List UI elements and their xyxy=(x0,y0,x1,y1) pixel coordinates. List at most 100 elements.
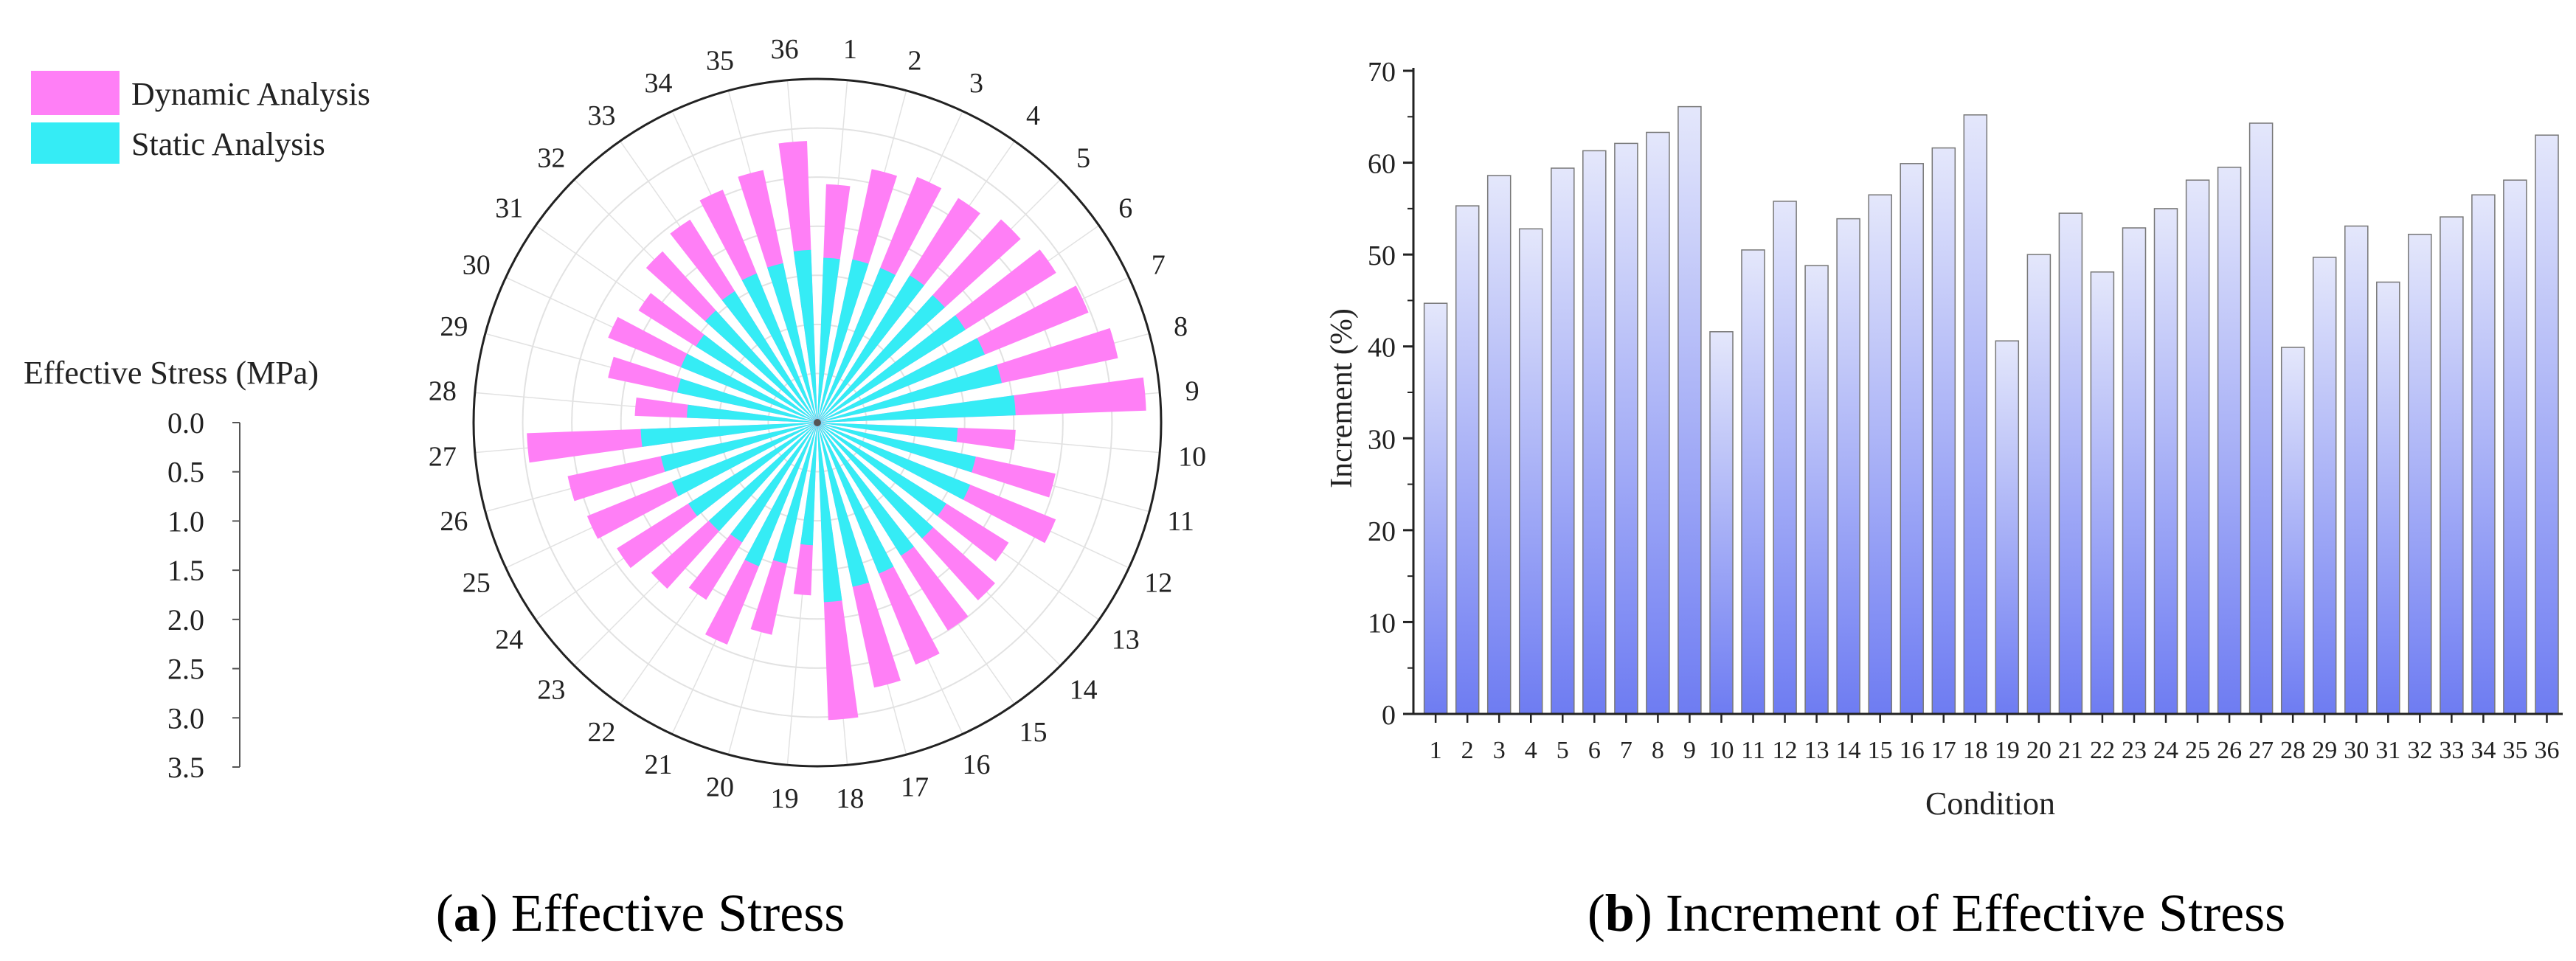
x-tick-label: 29 xyxy=(2312,737,2337,764)
radial-scale-tick-label: 0.0 xyxy=(167,406,204,440)
x-tick-label: 20 xyxy=(2026,737,2052,764)
increment-bar xyxy=(1551,167,1575,715)
polar-category-label: 16 xyxy=(963,749,991,780)
polar-category-label: 27 xyxy=(429,441,457,472)
polar-category-label: 18 xyxy=(836,783,864,814)
polar-bar-static xyxy=(640,423,817,447)
y-tick-label: 10 xyxy=(1368,608,1396,639)
increment-bar xyxy=(1741,249,1765,715)
polar-category-label: 32 xyxy=(537,142,565,173)
polar-category-label: 19 xyxy=(771,783,799,814)
radial-scale: Effective Stress (MPa) 0.0 0.5 1.0 1.5 2.0 2.… xyxy=(24,355,319,784)
increment-bar xyxy=(1995,340,2020,715)
polar-bar-static xyxy=(817,364,1002,423)
polar-grid-ring xyxy=(620,225,1015,620)
polar-bar-static xyxy=(817,295,945,423)
polar-category-label: 12 xyxy=(1144,568,1172,599)
x-tick-label: 22 xyxy=(2090,737,2115,764)
x-tick-label: 25 xyxy=(2185,737,2210,764)
x-tick-label: 8 xyxy=(1652,737,1664,764)
polar-grid-ring xyxy=(522,127,1113,718)
x-tick-label: 23 xyxy=(2122,737,2147,764)
x-tick-label: 12 xyxy=(1773,737,1798,764)
polar-category-label: 24 xyxy=(495,625,523,656)
polar-bar-static xyxy=(730,423,817,543)
increment-bar xyxy=(2376,281,2400,715)
increment-bar xyxy=(2408,233,2432,715)
polar-bar-static xyxy=(817,423,946,516)
radial-scale-tick-label: 3.0 xyxy=(167,701,204,735)
increment-bar xyxy=(1900,163,1924,715)
caption-a-letter: a xyxy=(454,884,480,943)
y-tick-label: 30 xyxy=(1368,424,1396,455)
x-tick-label: 5 xyxy=(1557,737,1569,764)
polar-bar-static xyxy=(817,423,934,539)
polar-bar-static xyxy=(817,395,1016,423)
radial-scale-tick-label: 1.0 xyxy=(167,504,204,538)
caption-b-letter: b xyxy=(1605,884,1635,943)
x-tick-label: 34 xyxy=(2471,737,2496,764)
y-tick-label: 20 xyxy=(1368,516,1396,547)
polar-bar-static xyxy=(704,310,817,423)
polar-category-label: 33 xyxy=(588,100,616,131)
increment-bar xyxy=(1677,105,1702,715)
x-tick-label: 11 xyxy=(1741,737,1765,764)
polar-bar-static xyxy=(744,423,817,566)
panel-a-polar-chart: Dynamic Analysis Static Analysis Effecti… xyxy=(24,34,1206,814)
caption-a-text: Effective Stress xyxy=(511,884,845,943)
y-tick-label: 0 xyxy=(1382,700,1396,731)
increment-bar xyxy=(1709,331,1734,715)
polar-bar-static xyxy=(741,273,817,423)
x-tick-label: 26 xyxy=(2217,737,2242,764)
polar-category-label: 36 xyxy=(771,34,799,65)
polar-category-label: 26 xyxy=(440,506,468,537)
legend-label-dynamic: Dynamic Analysis xyxy=(131,76,370,112)
x-tick-label: 13 xyxy=(1804,737,1829,764)
polar-bars xyxy=(527,141,1146,721)
polar-category-label: 13 xyxy=(1112,625,1140,656)
x-tick-label: 32 xyxy=(2407,737,2432,764)
polar-bar-static xyxy=(817,315,966,423)
bar-series xyxy=(1423,105,2559,715)
x-tick-label: 31 xyxy=(2375,737,2400,764)
polar-bar-static xyxy=(817,423,971,500)
polar-bar-static xyxy=(671,423,817,496)
increment-bar xyxy=(2122,227,2147,715)
polar-bar-static xyxy=(772,423,817,564)
increment-bar xyxy=(1518,228,1543,715)
polar-category-label: 35 xyxy=(706,45,734,76)
increment-bar xyxy=(2090,271,2115,715)
polar-center xyxy=(814,419,821,426)
radial-scale-tick-label: 3.5 xyxy=(167,751,204,784)
legend-swatch-static xyxy=(31,122,120,164)
polar-category-label: 25 xyxy=(463,568,491,599)
polar-bar-static xyxy=(800,423,817,546)
increment-bar xyxy=(1614,142,1638,715)
increment-bar xyxy=(2280,347,2305,715)
increment-bar xyxy=(1455,205,1480,715)
polar-bar-static xyxy=(817,275,924,423)
polar-category-label: 9 xyxy=(1185,376,1199,407)
y-tick-label: 60 xyxy=(1368,149,1396,180)
y-tick-label: 70 xyxy=(1368,57,1396,88)
increment-bar xyxy=(1646,131,1670,715)
x-tick-label: 4 xyxy=(1525,737,1537,764)
x-tick-label: 7 xyxy=(1620,737,1632,764)
x-tick-label: 30 xyxy=(2344,737,2369,764)
polar-bar-static xyxy=(817,423,842,603)
y-axis-title: Increment (%) xyxy=(1325,308,1359,488)
polar-grid-ring xyxy=(767,372,868,473)
polar-category-label: 20 xyxy=(706,772,734,803)
x-tick-label: 2 xyxy=(1461,737,1474,764)
radial-scale-tick-label: 1.5 xyxy=(167,554,204,587)
legend: Dynamic Analysis Static Analysis xyxy=(31,71,370,164)
x-tick-label: 27 xyxy=(2248,737,2274,764)
polar-bar-static xyxy=(817,423,958,443)
x-tick-label: 21 xyxy=(2058,737,2083,764)
x-tick-label: 16 xyxy=(1900,737,1925,764)
caption-b: (b) Increment of Effective Stress xyxy=(1588,884,2285,943)
x-tick-label: 10 xyxy=(1708,737,1734,764)
radial-scale-tick-label: 2.0 xyxy=(167,603,204,636)
